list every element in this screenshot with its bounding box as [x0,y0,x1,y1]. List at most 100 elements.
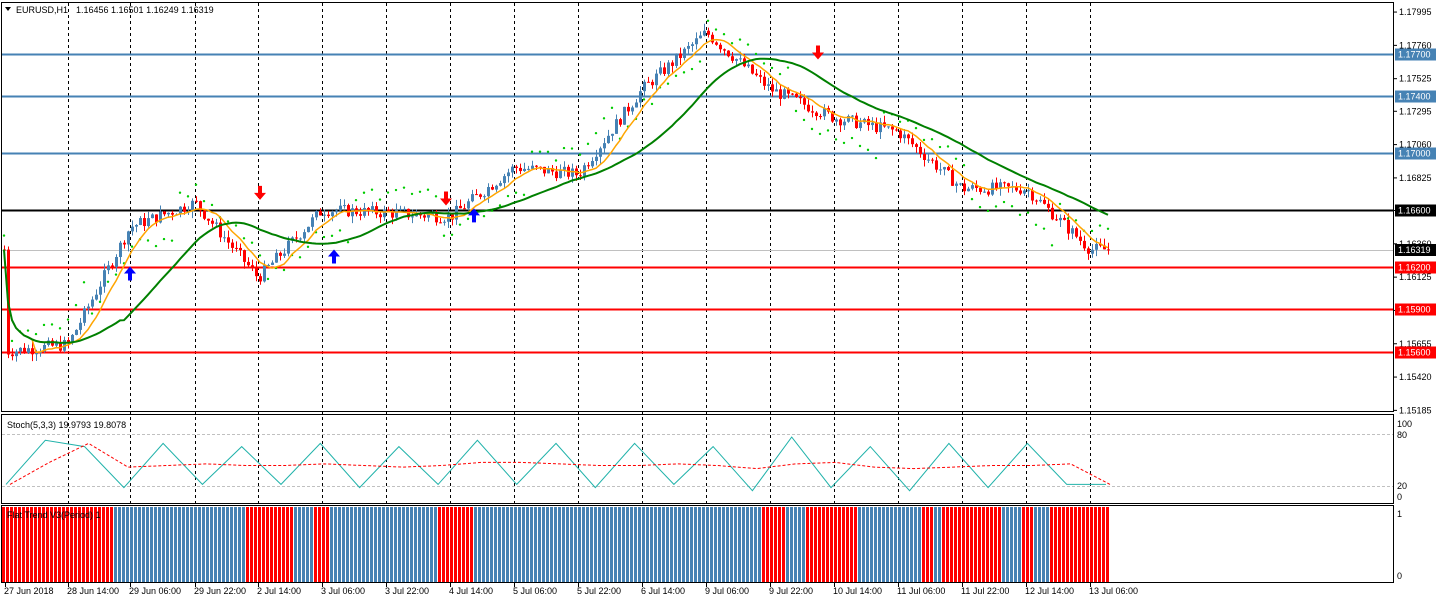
candle-body [871,122,874,126]
candle-body [215,222,218,224]
candle-body [179,206,182,215]
histogram-bar [278,507,281,582]
candle-body [855,115,858,129]
histogram-bar [878,507,881,582]
histogram-bar [126,507,129,582]
candle-body [759,75,762,77]
sar-dot [58,327,62,330]
sar-dot [666,82,670,85]
histogram-bar [1030,507,1033,582]
candle-body [707,30,710,35]
candle-body [851,115,854,117]
candle-body [1023,190,1026,194]
stoch-panel: Stoch(5,3,3) 19.9793 19.8078 100 80 20 0 [2,419,1412,502]
sar-dot [962,164,966,167]
candle-body [847,115,850,122]
candle-body [423,215,426,218]
time-label: 5 Jul 22:00 [577,586,621,596]
candle-body [623,106,626,125]
sar-dot [386,191,390,194]
histogram-bar [158,507,161,582]
sar-dot [858,144,862,148]
histogram-bar [1090,507,1093,582]
candle-body [279,252,282,256]
level-tag [1395,204,1436,217]
histogram-bar [830,507,833,582]
stoch-tick-80: 80 [1397,430,1407,440]
candle-body [427,214,430,218]
price-tick-label: 1.17525 [1399,74,1432,84]
level-tag-label: 1.17400 [1398,92,1431,102]
candle-body [123,242,126,245]
price-tick-label: 1.17295 [1399,106,1432,116]
sar-dot [986,209,990,213]
histogram-bar [186,507,189,582]
candle-body [627,106,630,112]
sar-dot [946,145,950,148]
candle-body [463,208,466,210]
histogram-bar [910,507,913,582]
histogram-bar [854,507,857,582]
candles [3,23,1110,362]
candle-body [359,214,362,216]
sar-dot [722,33,726,36]
sar-dot [650,102,654,106]
arrow-up-icon [328,249,340,264]
histogram-bar [354,507,357,582]
sar-dot [826,129,830,132]
candle-body [499,183,502,186]
candle-body [487,187,490,197]
level-tag-label: 1.16200 [1398,263,1431,273]
candle-body [363,207,366,216]
sar-dot [914,126,918,130]
candle-body [611,133,614,136]
histogram-bar [750,507,753,582]
histogram-bar [866,507,869,582]
histogram-bar [822,507,825,582]
histogram-bar [858,507,861,582]
sar-dot [786,66,790,69]
price-tick-label: 1.15185 [1399,405,1432,415]
level-lines[interactable] [2,53,1393,354]
candle-body [979,187,982,192]
histogram-bar [430,507,433,582]
stoch-tick-100: 100 [1397,419,1412,429]
sar-dot [186,195,190,198]
sar-dot [1098,224,1102,227]
histogram-bar [754,507,757,582]
candle-body [387,209,390,212]
sar-dot [1002,200,1006,204]
histogram-bar [234,507,237,582]
candle-body [711,34,714,43]
sar-dot [2,234,6,237]
histogram-bar [998,507,1001,582]
histogram-bar [86,507,89,582]
sar-dot [330,234,334,238]
histogram-bar [886,507,889,582]
sar-dot [162,237,166,241]
candle-body [91,299,94,307]
histogram-bar [34,507,37,582]
candle-body [239,247,242,251]
histogram-bar [38,507,41,582]
histogram-bar [738,507,741,582]
sar-dot [538,150,542,153]
histogram-bar [1094,507,1097,582]
histogram-bar [398,507,401,582]
histogram-bar [574,507,577,582]
candle-body [563,166,566,170]
candle-body [571,168,574,177]
histogram-bar [322,507,325,582]
histogram-bar [346,507,349,582]
sar-dot [170,239,174,242]
histogram-bar [982,507,985,582]
histogram-bar [62,507,65,582]
histogram-bar [510,507,513,582]
candle-body [255,267,258,277]
candle-body [643,81,646,92]
chevron-down-icon[interactable] [5,7,11,11]
histogram-bar [618,507,621,582]
candle-body [951,170,954,186]
candle-body [207,218,210,221]
